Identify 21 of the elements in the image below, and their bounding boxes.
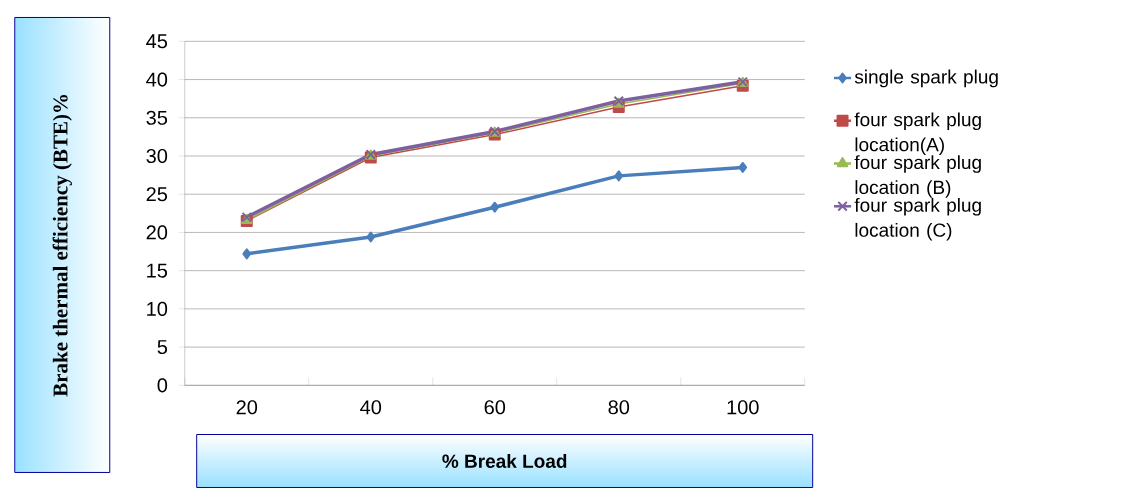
x-tick-label: 20 xyxy=(236,400,258,415)
x-axis-title: % Break Load xyxy=(442,454,567,468)
y-axis-title: Brake thermal efficiency (BTE)% xyxy=(52,95,72,397)
y-tick-label: 45 xyxy=(146,34,168,49)
x-tick-label: 80 xyxy=(608,400,630,415)
x-tick-label: 100 xyxy=(727,400,759,415)
y-tick-label: 0 xyxy=(157,378,168,393)
legend-label: four spark plug location (C) xyxy=(854,197,981,241)
legend-label: single spark plug xyxy=(854,69,998,88)
legend-label: four spark plug location (B) xyxy=(854,155,981,198)
y-tick-label: 20 xyxy=(146,225,168,240)
y-tick-label: 30 xyxy=(146,148,168,164)
y-tick-label: 15 xyxy=(147,263,168,278)
y-tick-label: 40 xyxy=(146,72,168,87)
x-tick-label: 40 xyxy=(360,400,382,415)
y-tick-label: 5 xyxy=(157,340,168,355)
legend-label: four spark plug location(A) xyxy=(854,112,981,156)
x-tick-label: 60 xyxy=(484,400,506,415)
y-tick-label: 35 xyxy=(146,110,168,125)
y-tick-label: 10 xyxy=(147,301,168,316)
y-tick-label: 25 xyxy=(146,187,168,202)
